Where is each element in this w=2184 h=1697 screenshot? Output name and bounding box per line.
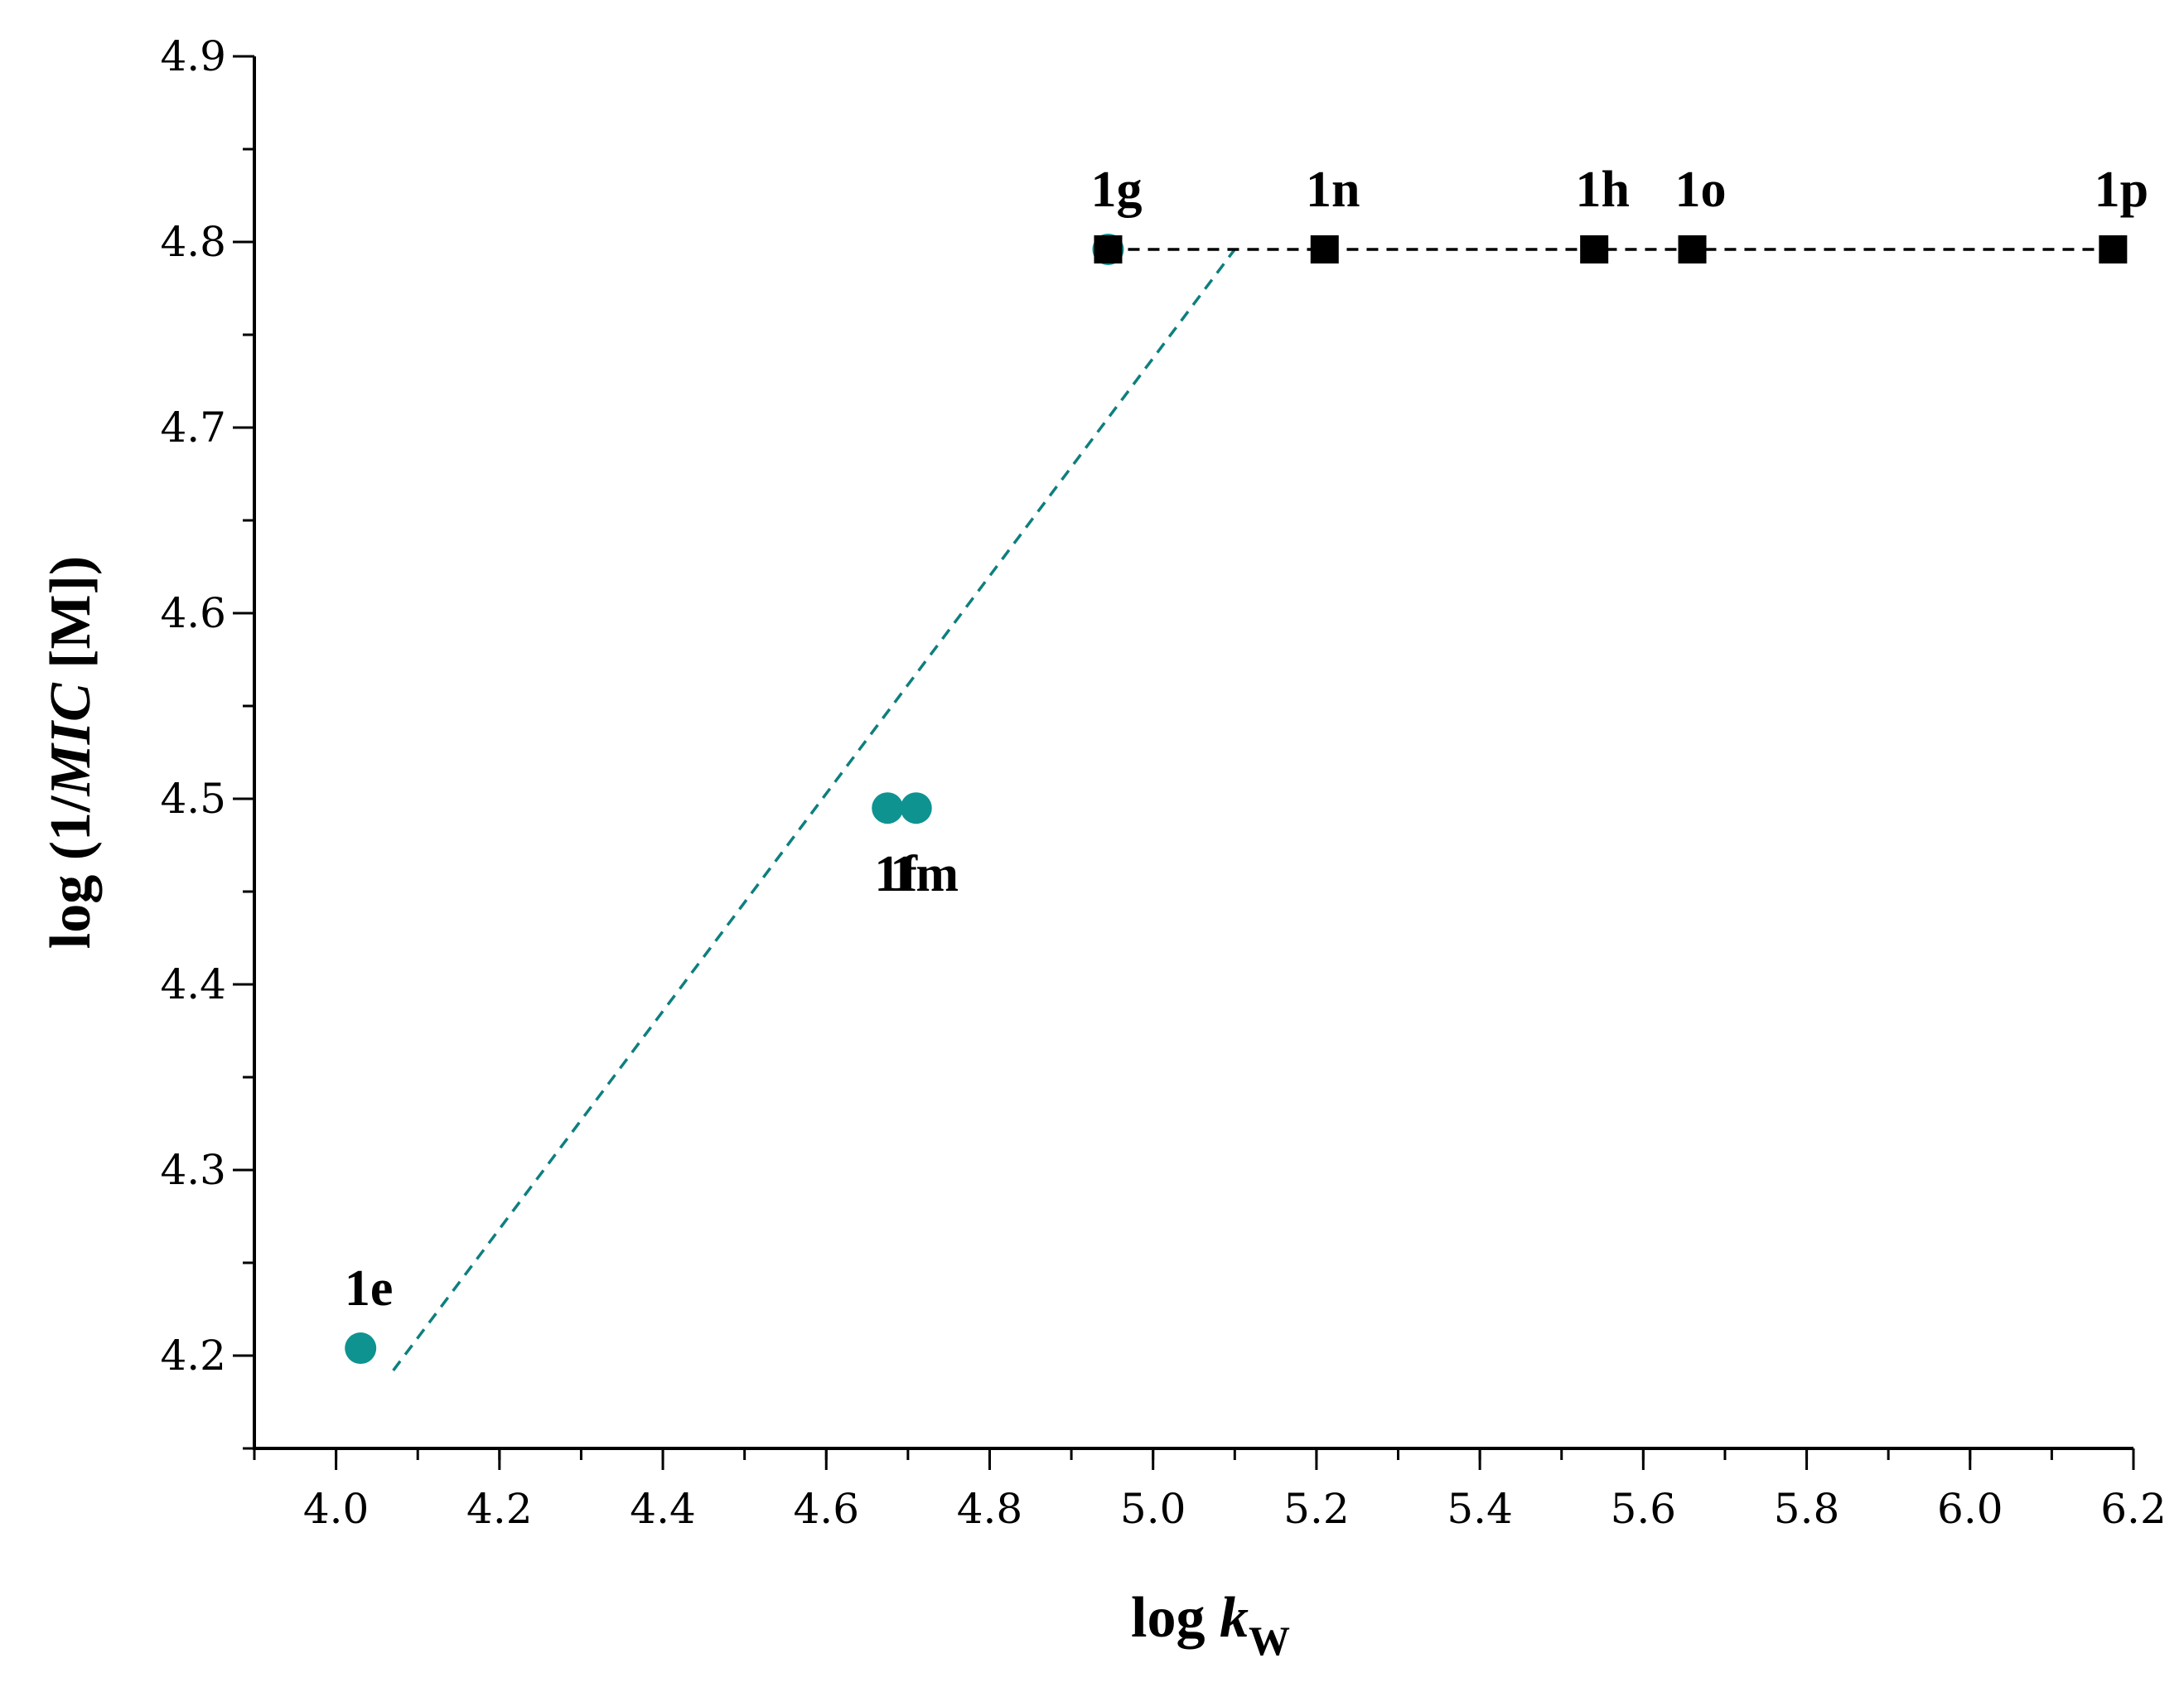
x-tick-label: 5.0 bbox=[1120, 1485, 1186, 1533]
point-1m-circle bbox=[900, 792, 932, 824]
y-tick-label: 4.5 bbox=[160, 775, 226, 823]
y-axis-title: log (1/MIC [M]) bbox=[39, 556, 103, 949]
x-axis-title-sub: W bbox=[1249, 1617, 1290, 1664]
point-1h-square bbox=[1580, 234, 1609, 263]
point-label-1e: 1e bbox=[345, 1260, 394, 1317]
y-axis-title-suffix: [M]) bbox=[39, 556, 103, 684]
point-label-1f: 1f bbox=[874, 846, 918, 902]
major-ticks bbox=[233, 55, 2135, 1470]
point-1p-square bbox=[2099, 234, 2128, 263]
point-1e-circle bbox=[345, 1332, 377, 1365]
y-tick-label: 4.8 bbox=[160, 218, 226, 266]
point-label-1p: 1p bbox=[2095, 162, 2148, 218]
x-tick-label: 4.4 bbox=[630, 1485, 696, 1533]
tick-labels: 4.0 4.2 4.4 4.6 4.8 5.0 5.2 5.4 5.6 5.8 6.0 6.2 4.2 4… bbox=[160, 32, 2166, 1533]
x-tick-label: 5.2 bbox=[1283, 1485, 1350, 1533]
y-tick-label: 4.3 bbox=[160, 1146, 226, 1194]
x-axis-title-prefix: log bbox=[1131, 1586, 1220, 1650]
y-tick-label: 4.4 bbox=[160, 960, 226, 1008]
point-label-1m: 1m bbox=[890, 846, 959, 902]
x-tick-label: 5.4 bbox=[1447, 1485, 1513, 1533]
y-tick-label: 4.9 bbox=[160, 32, 226, 80]
point-label-1h: 1h bbox=[1575, 162, 1629, 218]
x-tick-label: 4.6 bbox=[793, 1485, 859, 1533]
point-1g-square bbox=[1094, 234, 1123, 263]
x-tick-label: 5.6 bbox=[1611, 1485, 1677, 1533]
x-tick-label: 6.0 bbox=[1937, 1485, 2003, 1533]
x-tick-label: 5.8 bbox=[1774, 1485, 1840, 1533]
point-label-1n: 1n bbox=[1306, 162, 1360, 218]
minor-ticks bbox=[243, 55, 2135, 1460]
y-axis-title-var: MIC bbox=[39, 682, 103, 796]
rising-fit-line bbox=[392, 248, 1236, 1371]
x-axis-title-var: k bbox=[1220, 1586, 1249, 1650]
point-1n-square bbox=[1310, 234, 1339, 263]
point-label-1o: 1o bbox=[1675, 162, 1727, 218]
y-tick-label: 4.2 bbox=[160, 1332, 226, 1380]
x-tick-label: 4.8 bbox=[957, 1485, 1023, 1533]
point-1f-circle bbox=[872, 792, 904, 824]
point-1o-square bbox=[1678, 234, 1707, 263]
x-tick-label: 4.2 bbox=[466, 1485, 533, 1533]
x-tick-label: 4.0 bbox=[303, 1485, 370, 1533]
fit-lines bbox=[392, 248, 2114, 1371]
y-axis-title-prefix: log (1/ bbox=[39, 795, 103, 949]
x-tick-label: 6.2 bbox=[2100, 1485, 2167, 1533]
point-label-1g: 1g bbox=[1090, 162, 1142, 218]
y-tick-label: 4.7 bbox=[160, 404, 226, 452]
x-axis-title: log kW bbox=[1131, 1586, 1290, 1664]
y-tick-label: 4.6 bbox=[160, 589, 226, 637]
data-points bbox=[345, 233, 2128, 1365]
